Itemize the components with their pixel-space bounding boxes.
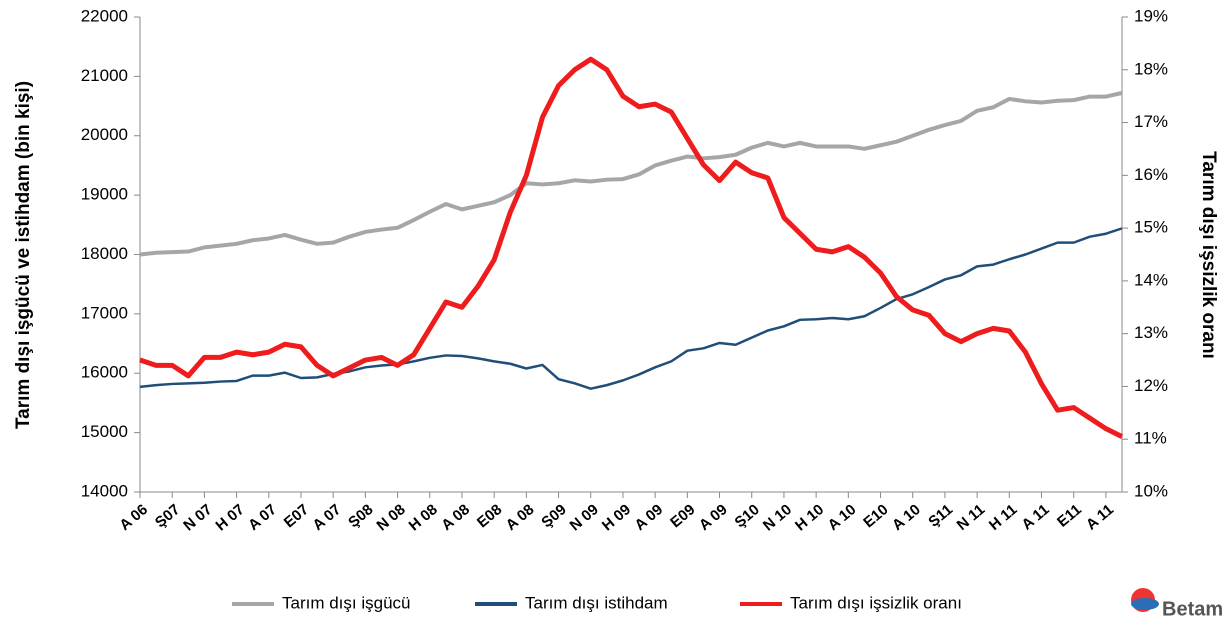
x-tick-label: A 09	[696, 501, 731, 534]
series-line	[139, 56, 1124, 439]
x-tick-label: Ş07	[152, 501, 183, 531]
series-line	[139, 227, 1123, 390]
x-tick-label: Ş11	[925, 501, 956, 531]
y-tick-label: 18000	[81, 244, 128, 263]
x-tick-label: N 09	[567, 501, 602, 534]
x-tick-label: H 11	[986, 501, 1021, 534]
y2-tick-label: 10%	[1134, 481, 1168, 500]
x-tick-label: N 11	[954, 501, 989, 534]
x-tick-label: H 08	[406, 501, 441, 534]
series-line	[139, 91, 1123, 257]
logo-icon	[1131, 598, 1159, 610]
legend-label: Tarım dışı işsizlik oranı	[790, 593, 962, 612]
legend-label: Tarım dışı istihdam	[525, 593, 668, 612]
x-tick-label: A 07	[245, 501, 280, 534]
x-tick-label: Ş10	[731, 501, 762, 531]
y-axis-label: Tarım dışı işgücü ve istihdam (bin kişi)	[13, 81, 34, 429]
x-tick-label: E07	[281, 501, 312, 531]
logo: Betam	[1162, 598, 1223, 620]
y2-axis-label: Tarım dışı işsizlik oranı	[1198, 151, 1219, 359]
y2-tick-label: 14%	[1134, 270, 1168, 289]
x-tick-label: A 09	[631, 501, 666, 534]
y-tick-label: 20000	[81, 125, 128, 144]
x-tick-label: Ş08	[345, 501, 376, 531]
y2-tick-label: 18%	[1134, 59, 1168, 78]
x-tick-label: E08	[474, 501, 505, 531]
x-tick-label: E11	[1054, 501, 1085, 531]
y-tick-label: 17000	[81, 303, 128, 322]
y2-tick-label: 15%	[1134, 218, 1168, 237]
y2-tick-label: 12%	[1134, 376, 1168, 395]
x-tick-label: A 07	[310, 501, 345, 534]
x-tick-label: N 08	[373, 501, 408, 534]
y2-tick-label: 17%	[1134, 112, 1168, 131]
x-tick-label: H 09	[599, 501, 634, 534]
y-tick-label: 14000	[81, 481, 128, 500]
x-tick-label: A 08	[438, 501, 473, 534]
x-tick-label: A 06	[116, 501, 151, 534]
y-tick-label: 19000	[81, 185, 128, 204]
y2-tick-label: 13%	[1134, 323, 1168, 342]
legend-label: Tarım dışı işgücü	[282, 593, 411, 612]
x-tick-label: A 10	[825, 501, 860, 534]
y-tick-label: 22000	[81, 6, 128, 25]
y-tick-label: 21000	[81, 66, 128, 85]
x-tick-label: A 10	[889, 501, 924, 534]
y2-tick-label: 16%	[1134, 165, 1168, 184]
x-tick-label: N 07	[180, 501, 215, 534]
x-tick-label: H 10	[792, 501, 827, 534]
x-tick-label: E09	[667, 501, 698, 531]
y-tick-label: 15000	[81, 422, 128, 441]
x-tick-label: E10	[860, 501, 891, 531]
y2-tick-label: 11%	[1134, 429, 1167, 448]
x-tick-label: Ş09	[538, 501, 569, 531]
y2-tick-label: 19%	[1134, 6, 1168, 25]
x-tick-label: A 11	[1018, 501, 1052, 534]
x-tick-label: A 11	[1083, 501, 1117, 534]
x-tick-label: A 08	[503, 501, 538, 534]
x-tick-label: H 07	[213, 501, 248, 534]
x-tick-label: N 10	[760, 501, 795, 534]
y-tick-label: 16000	[81, 363, 128, 382]
